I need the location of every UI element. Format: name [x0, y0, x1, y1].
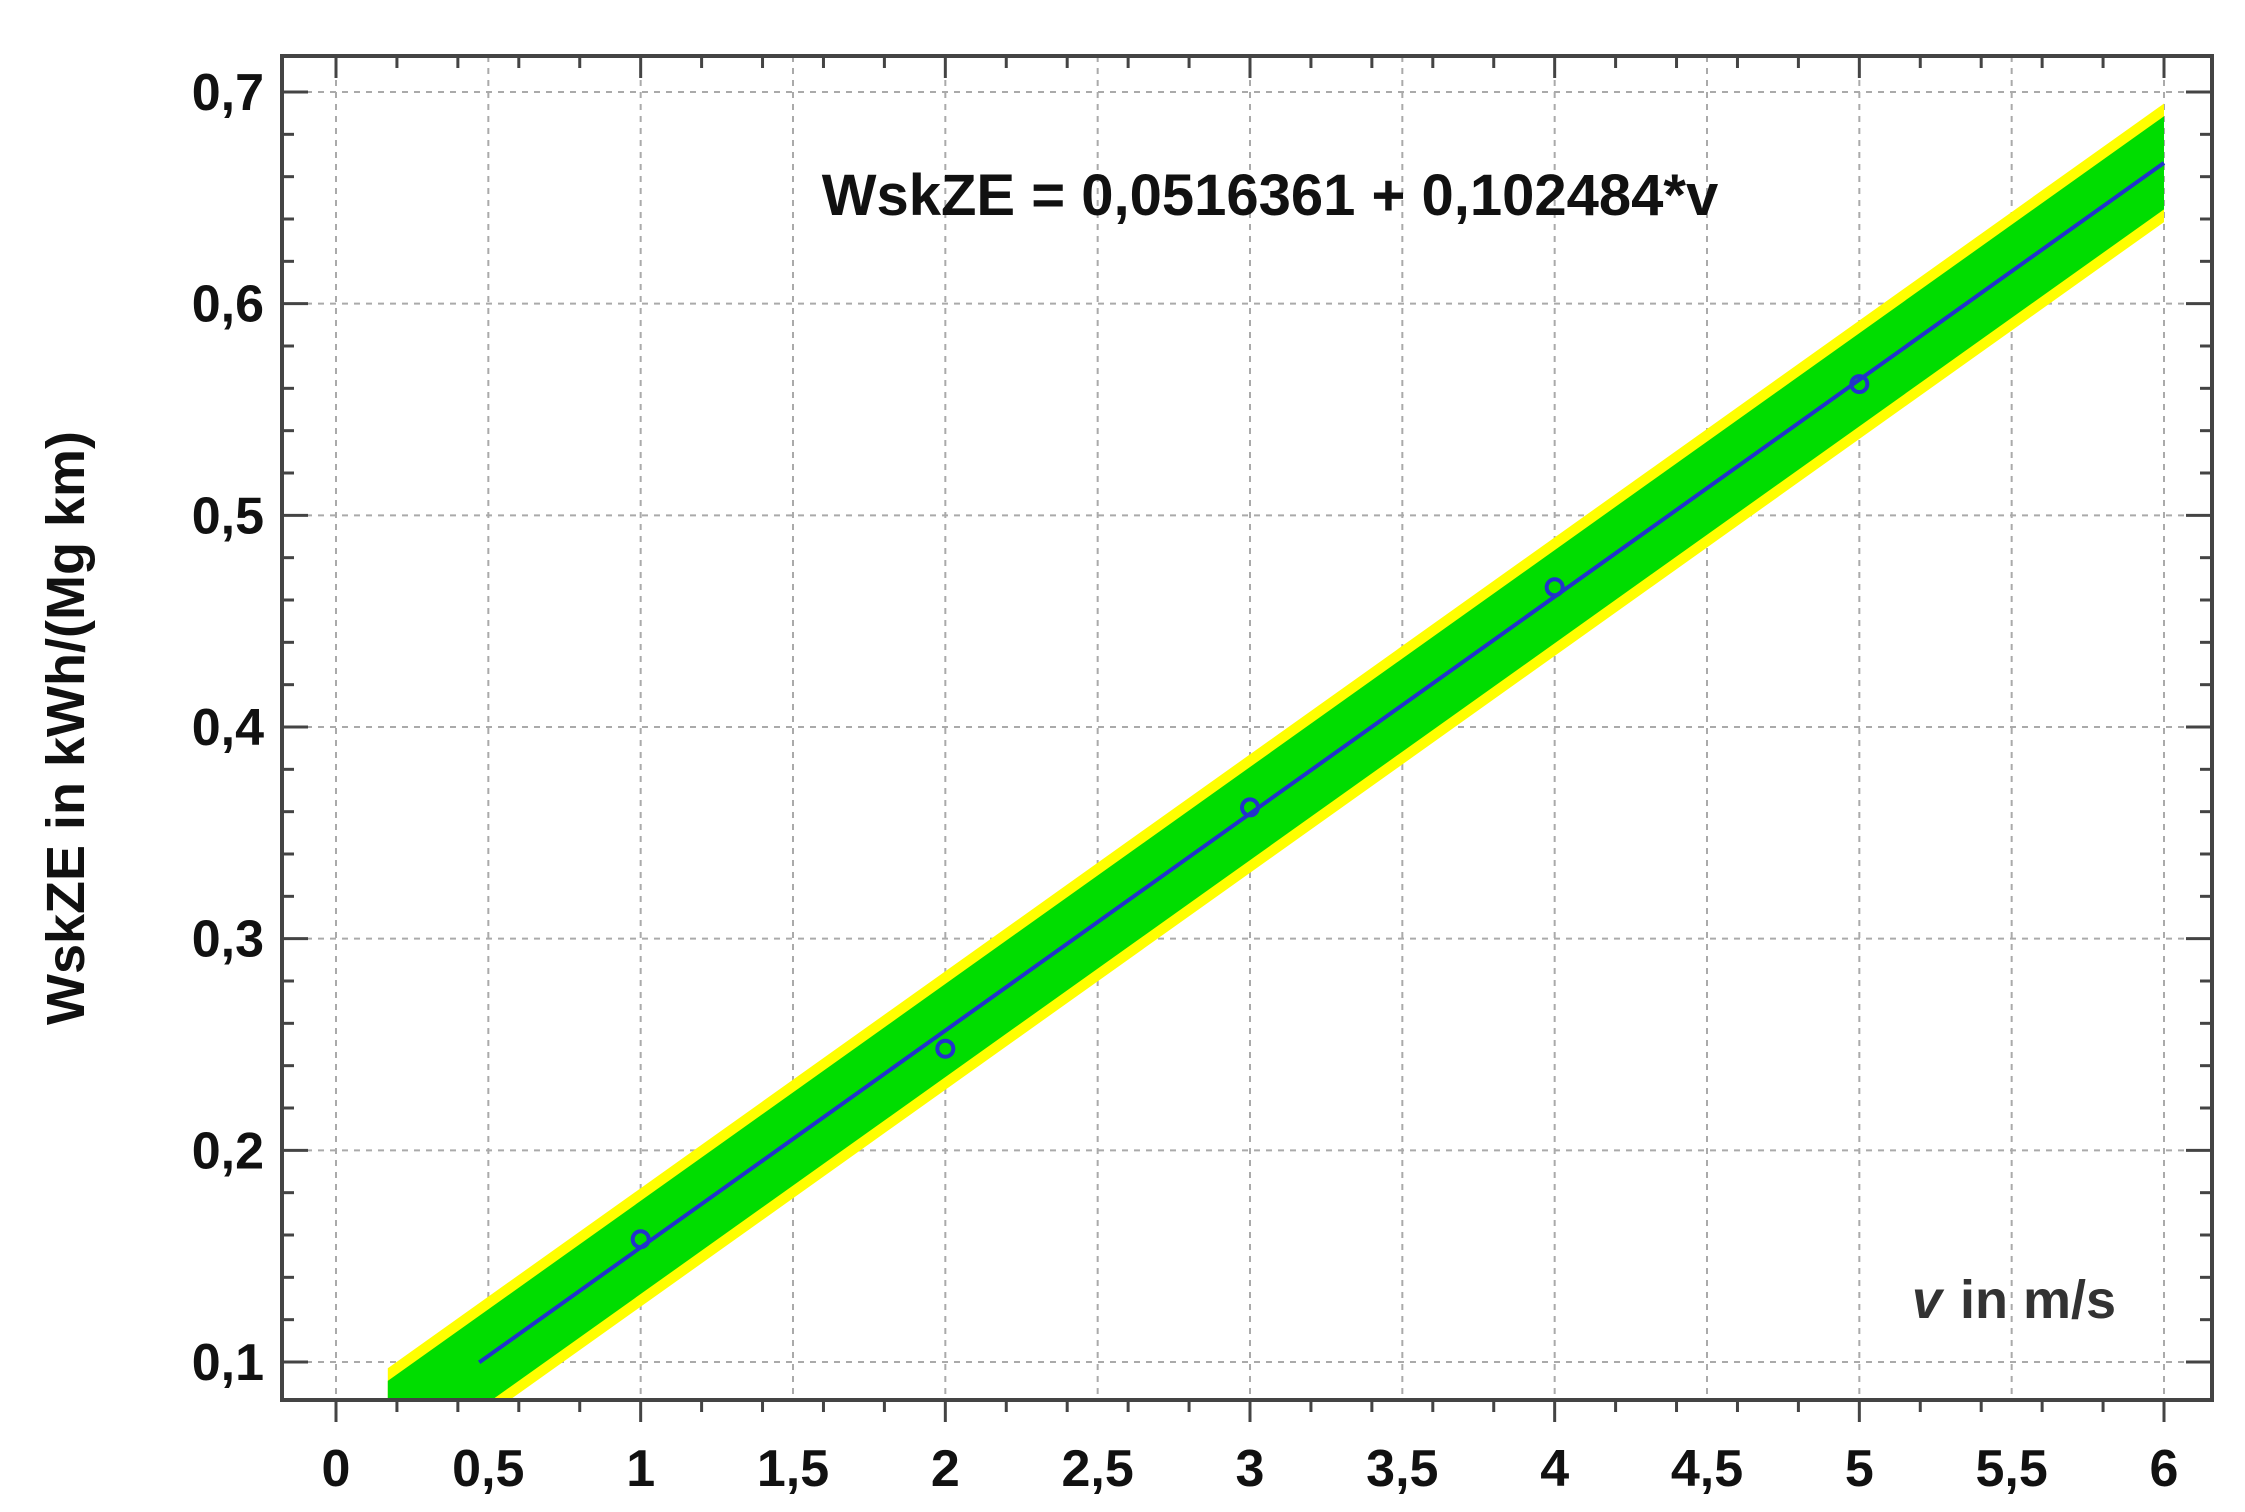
x-tick-label: 0	[322, 1440, 351, 1498]
axis-ticks	[282, 56, 2212, 1422]
data-points	[630, 374, 1870, 1250]
x-tick-label: 6	[2150, 1440, 2179, 1498]
x-tick-label: 0,5	[452, 1440, 524, 1498]
y-tick-label: 0,1	[192, 1334, 264, 1392]
y-tick-label: 0,2	[192, 1122, 264, 1180]
x-tick-labels: 0 0,5 1 1,5 2 2,5 3 3,5 4 4,5 5 5,5 6	[322, 1440, 2179, 1498]
x-tick-label: 4	[1540, 1440, 1569, 1498]
y-tick-label: 0,5	[192, 487, 264, 545]
x-tick-label: 3	[1236, 1440, 1265, 1498]
y-tick-label: 0,7	[192, 64, 264, 122]
x-axis-unit: in m/s	[1960, 1270, 2116, 1330]
x-tick-label: 1	[626, 1440, 655, 1498]
y-axis-label: WskZE in kWh/(Mg km)	[36, 431, 96, 1025]
data-point	[1849, 374, 1870, 395]
x-tick-label: 2,5	[1062, 1440, 1134, 1498]
x-axis-label: v in m/s	[1912, 1270, 2116, 1330]
equation-annotation: WskZE = 0,0516361 + 0,102484*v	[822, 163, 1718, 228]
x-tick-label: 5,5	[1976, 1440, 2048, 1498]
confidence-band	[387, 116, 2164, 1400]
x-tick-label: 3,5	[1366, 1440, 1438, 1498]
x-tick-label: 5	[1845, 1440, 1874, 1498]
data-point	[1240, 797, 1260, 818]
x-tick-label: 1,5	[757, 1440, 829, 1498]
fit-line	[478, 161, 2166, 1365]
y-tick-labels: 0,1 0,2 0,3 0,4 0,5 0,6 0,7	[192, 64, 264, 1392]
data-point	[935, 1038, 956, 1059]
x-axis-variable: v	[1912, 1270, 1945, 1330]
x-tick-label: 2	[931, 1440, 960, 1498]
y-tick-label: 0,6	[192, 276, 264, 334]
data-point	[1544, 577, 1565, 598]
y-tick-label: 0,3	[192, 911, 264, 969]
x-tick-label: 4,5	[1671, 1440, 1743, 1498]
y-tick-label: 0,4	[192, 699, 264, 757]
data-point	[630, 1229, 651, 1250]
